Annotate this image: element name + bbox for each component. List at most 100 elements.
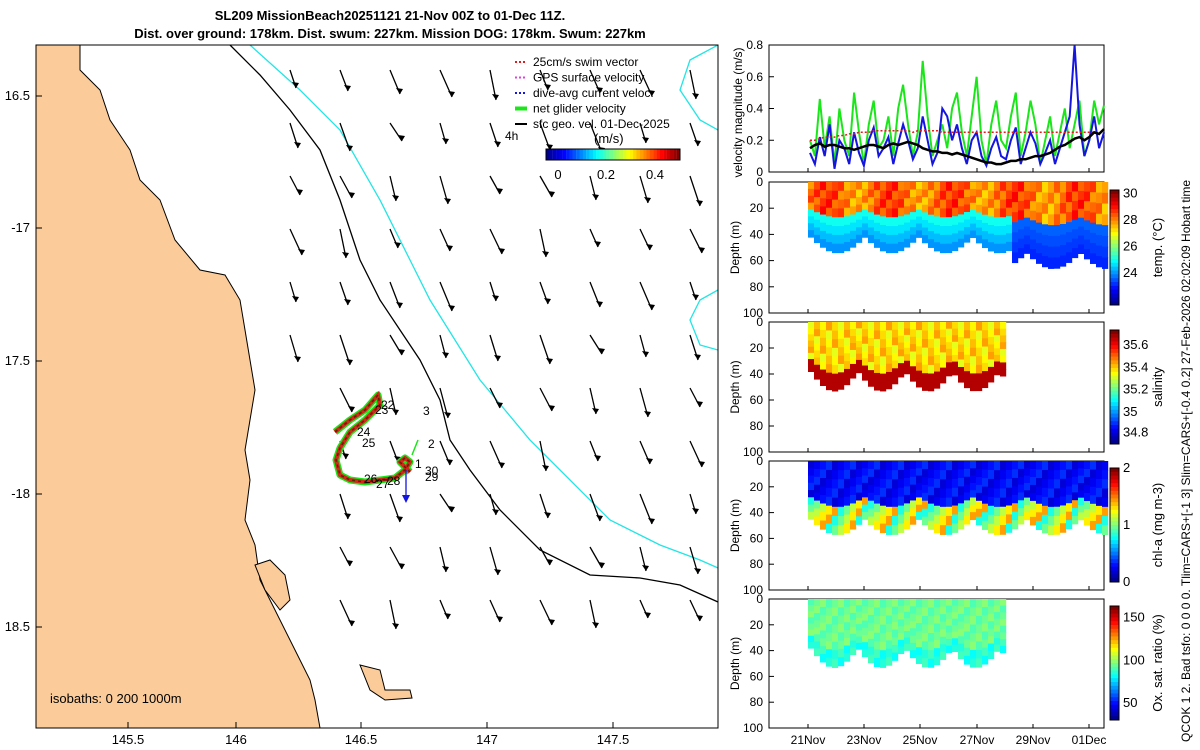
- heatmap-cell: [946, 322, 953, 330]
- heatmap-cell: [814, 371, 821, 380]
- heatmap-cell: [892, 637, 899, 646]
- legend-item-label: net glider velocity: [533, 102, 626, 116]
- heatmap-cell: [964, 631, 971, 641]
- map-y-tick-label: -17: [11, 220, 30, 235]
- velocity-arrow-head: [344, 513, 351, 519]
- heatmap-cell: [988, 242, 995, 252]
- heatmap-cell: [1030, 220, 1037, 231]
- heatmap-cell: [988, 359, 995, 368]
- heatmap-cell: [958, 636, 965, 645]
- heatmap-cell: [904, 198, 911, 207]
- heatmap-cell: [838, 525, 845, 535]
- heatmap-cell: [850, 182, 857, 191]
- heatmap-cell: [922, 516, 929, 526]
- colorbar-segment: [1110, 525, 1119, 530]
- heatmap-cell: [832, 356, 839, 366]
- heatmap-cell: [880, 373, 887, 383]
- heatmap-cell: [958, 352, 965, 361]
- colorbar-segment: [1110, 471, 1119, 477]
- heatmap-cell: [826, 338, 833, 348]
- velocity-arrow-head: [444, 613, 451, 619]
- heatmap-cell: [1018, 200, 1025, 211]
- heatmap-cell: [916, 322, 923, 331]
- heatmap-frame: [768, 181, 1105, 314]
- colorbar-segment: [1110, 674, 1119, 679]
- heatmap-cell: [976, 607, 983, 617]
- heatmap-cell: [1030, 468, 1037, 478]
- heatmap-cell: [1078, 497, 1085, 506]
- colorbar-tick-label: 24: [1123, 265, 1137, 280]
- heatmap-cell: [868, 189, 875, 198]
- velocity-arrow-head: [598, 147, 605, 153]
- heatmap-cell: [880, 224, 887, 235]
- colorbar-segment: [669, 149, 674, 160]
- heatmap-cell: [874, 632, 881, 642]
- heatmap-cell: [952, 478, 959, 489]
- heatmap-cell: [814, 500, 821, 510]
- heatmap-cell: [808, 188, 815, 197]
- velocity-arrow-head: [596, 87, 603, 93]
- heatmap-cell: [874, 495, 881, 505]
- heatmap-cell: [1000, 599, 1007, 607]
- heatmap-cell: [1012, 486, 1019, 496]
- heatmap-cell: [1000, 355, 1007, 364]
- heatmap-cell: [892, 461, 899, 471]
- heatmap-cell: [1018, 229, 1025, 240]
- heatmap-cell: [838, 330, 845, 340]
- heatmap-cell: [814, 641, 821, 650]
- heatmap-cell: [1000, 605, 1007, 613]
- y-tick-label: 80: [750, 280, 764, 294]
- heatmap-cell: [1078, 190, 1085, 201]
- heatmap-cell: [916, 647, 923, 656]
- y-tick-label: 100: [743, 445, 763, 459]
- heatmap-cell: [880, 624, 887, 634]
- heatmap-cell: [994, 226, 1001, 236]
- heatmap-cell: [1090, 520, 1097, 531]
- heatmap-cell: [988, 523, 995, 534]
- heatmap-cell: [808, 629, 815, 637]
- colorbar-segment: [576, 149, 580, 160]
- heatmap-cell: [886, 217, 893, 227]
- heatmap-cell: [994, 461, 1001, 471]
- velocity-arrow-head: [546, 144, 553, 150]
- heatmap-cell: [1090, 212, 1097, 224]
- heatmap-cell: [832, 607, 839, 617]
- colorbar-segment: [1110, 432, 1119, 437]
- heatmap-cell: [988, 344, 995, 353]
- heatmap-cell: [886, 515, 893, 526]
- heatmap-cell: [916, 461, 923, 469]
- velocity-arrow-head: [442, 352, 449, 358]
- heatmap-cell: [898, 328, 905, 337]
- heatmap-cell: [916, 362, 923, 372]
- heatmap-cell: [1096, 213, 1103, 225]
- heatmap-cell: [898, 216, 905, 226]
- heatmap-cell: [964, 182, 971, 191]
- y-tick-label: 0: [756, 592, 763, 606]
- heatmap-cell: [1084, 461, 1091, 470]
- heatmap-cell: [808, 490, 815, 498]
- colorbar-segment: [1110, 570, 1119, 575]
- heatmap-cell: [988, 613, 995, 622]
- colorbar-segment: [1110, 609, 1119, 615]
- heatmap-cell: [952, 469, 959, 480]
- heatmap-cell: [1030, 182, 1037, 193]
- heatmap-cell: [910, 204, 917, 213]
- heatmap-cell: [832, 190, 839, 201]
- y-tick-label: 60: [750, 669, 764, 683]
- series-line: [809, 128, 1105, 166]
- velocity-arrow: [339, 281, 349, 306]
- velocity-arrow: [639, 334, 647, 358]
- heatmap-cell: [868, 614, 875, 624]
- heatmap-cell: [1000, 348, 1007, 357]
- x-tick-label: 01Dec: [1072, 733, 1107, 747]
- heatmap-cell: [994, 190, 1001, 201]
- heatmap-cell: [862, 606, 869, 614]
- y-tick-label: 100: [743, 583, 763, 597]
- heatmap-cell: [1012, 192, 1019, 203]
- legend-item-label: sfc geo. vel. 01-Dec-2025: [533, 117, 670, 131]
- colorbar-segment: [1110, 190, 1119, 195]
- heatmap-cell: [838, 506, 845, 517]
- colorbar-segment: [1110, 360, 1119, 365]
- colorbar-segment: [663, 149, 667, 160]
- heatmap-cell: [814, 219, 821, 228]
